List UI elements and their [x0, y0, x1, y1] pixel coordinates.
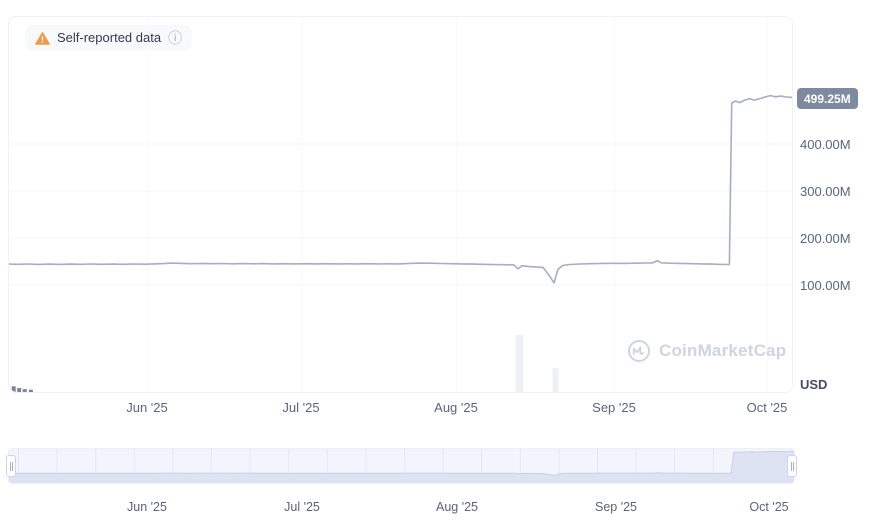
price-chart[interactable]: [9, 17, 792, 392]
info-circle-icon[interactable]: ⓘ: [168, 30, 183, 46]
x-axis-label-jun: Jun '25: [126, 400, 168, 415]
watermark-text: CoinMarketCap: [659, 341, 787, 360]
brush-x-label-jun: Jun '25: [127, 500, 167, 514]
x-axis: Jun '25 Jul '25 Aug '25 Sep '25 Oct '25: [0, 400, 871, 416]
brush-mini-chart: [9, 449, 794, 483]
range-slider[interactable]: [6, 448, 797, 484]
chart-card: Self-reported data ⓘ CoinMarketCap: [8, 16, 793, 393]
x-axis-label-aug: Aug '25: [434, 400, 478, 415]
warning-triangle-icon: [35, 31, 50, 45]
self-reported-chip: Self-reported data ⓘ: [25, 25, 193, 51]
brush-handle-right[interactable]: [787, 455, 797, 477]
y-axis-unit: USD: [800, 377, 828, 392]
brush-handle-left[interactable]: [6, 455, 16, 477]
self-reported-label: Self-reported data: [57, 30, 162, 45]
y-axis-label-100m: 100.00M: [800, 278, 851, 293]
x-axis-label-sep: Sep '25: [592, 400, 636, 415]
coinmarketcap-logo-icon: [628, 340, 650, 362]
brush-x-label-jul: Jul '25: [284, 500, 320, 514]
y-axis-label-400m: 400.00M: [800, 137, 851, 152]
x-axis-label-jul: Jul '25: [282, 400, 320, 415]
brush-x-label-sep: Sep '25: [594, 500, 637, 514]
brush-x-axis: Jun '25 Jul '25 Aug '25 Sep '25 Oct '25: [0, 500, 871, 516]
y-axis-label-300m: 300.00M: [800, 184, 851, 199]
x-axis-label-oct: Oct '25: [746, 400, 788, 415]
current-value-badge: 499.25M: [797, 88, 858, 109]
brush-x-label-aug: Aug '25: [435, 500, 478, 514]
brush-x-label-oct: Oct '25: [749, 500, 789, 514]
coinmarketcap-watermark: CoinMarketCap: [627, 339, 786, 363]
y-axis-label-200m: 200.00M: [800, 231, 851, 246]
